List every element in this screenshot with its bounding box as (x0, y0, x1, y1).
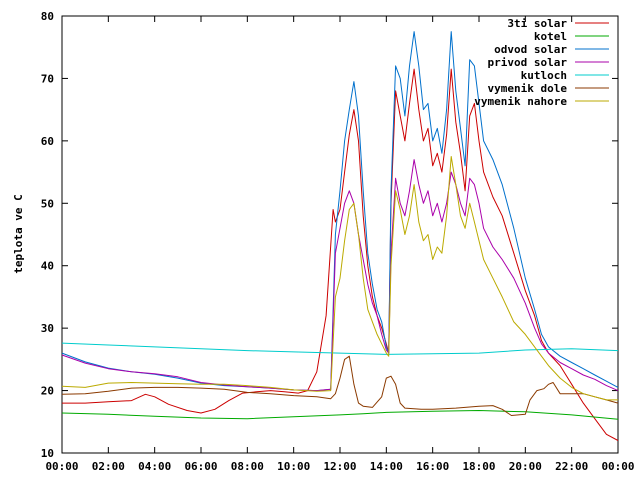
series-line-5 (61, 355, 619, 416)
y-tick-label: 50 (41, 197, 54, 210)
series-line-6 (61, 156, 618, 401)
y-tick-label: 20 (41, 385, 54, 398)
legend-label-4: kutloch (521, 69, 567, 82)
series-line-0 (62, 68, 619, 441)
x-tick-label: 02:00 (92, 460, 125, 473)
x-tick-label: 06:00 (184, 460, 217, 473)
data-series (61, 31, 619, 441)
x-tick-label: 18:00 (462, 460, 495, 473)
x-tick-label: 00:00 (45, 460, 78, 473)
x-tick-label: 16:00 (416, 460, 449, 473)
x-tick-label: 08:00 (231, 460, 264, 473)
y-tick-label: 30 (41, 322, 54, 335)
legend-label-6: vymenik nahore (474, 95, 567, 108)
y-tick-label: 40 (41, 260, 54, 273)
legend-label-1: kotel (534, 30, 567, 43)
legend-label-2: odvod solar (494, 43, 567, 56)
x-tick-label: 12:00 (323, 460, 356, 473)
series-line-1 (61, 410, 619, 420)
series-line-4 (61, 342, 619, 355)
y-axis-label: teplota ve C (12, 194, 25, 273)
y-tick-label: 60 (41, 135, 54, 148)
y-tick-label: 10 (41, 447, 54, 460)
legend-label-5: vymenik dole (488, 82, 568, 95)
x-tick-label: 10:00 (277, 460, 310, 473)
axis-ticks: 10 20 30 40 50 60 70 80 00:00 02:00 04:00 06:00 08:0… (41, 10, 635, 473)
y-tick-label: 70 (41, 72, 54, 85)
y-tick-label: 80 (41, 10, 54, 23)
x-tick-label: 00:00 (601, 460, 634, 473)
x-tick-label: 04:00 (138, 460, 171, 473)
x-tick-label: 22:00 (555, 460, 588, 473)
x-tick-label: 14:00 (370, 460, 403, 473)
legend-label-3: privod solar (488, 56, 568, 69)
legend-label-0: 3ti solar (507, 17, 567, 30)
x-tick-label: 20:00 (509, 460, 542, 473)
